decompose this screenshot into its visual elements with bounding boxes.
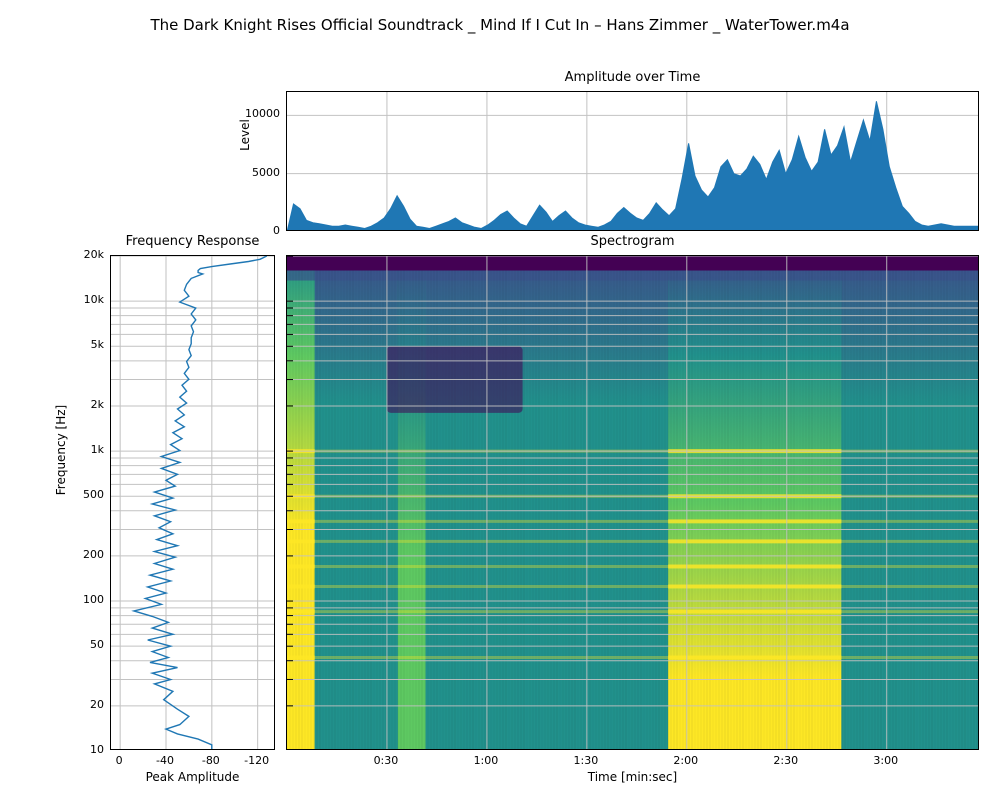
spectrogram-panel bbox=[286, 255, 979, 750]
freq-ytick: 500 bbox=[83, 488, 104, 501]
spectrogram-xlabel: Time [min:sec] bbox=[286, 770, 979, 784]
spectrogram-xtick: 1:30 bbox=[568, 754, 604, 767]
amplitude-ylabel: Level bbox=[238, 75, 252, 195]
freq-ytick: 1k bbox=[91, 443, 104, 456]
freq-ylabel: Frequency [Hz] bbox=[54, 350, 68, 550]
freq-ytick: 20k bbox=[84, 248, 104, 261]
freq-ytick: 10k bbox=[84, 293, 104, 306]
freq-ytick: 20 bbox=[90, 698, 104, 711]
freq-ytick: 10 bbox=[90, 743, 104, 756]
amplitude-title: Amplitude over Time bbox=[286, 70, 979, 85]
freq-ytick: 5k bbox=[91, 338, 104, 351]
spectrogram-title: Spectrogram bbox=[286, 234, 979, 249]
spectrogram-xtick: 0:30 bbox=[368, 754, 404, 767]
freq-xtick: -120 bbox=[242, 754, 272, 767]
freq-ytick: 50 bbox=[90, 638, 104, 651]
amplitude-ytick: 10000 bbox=[245, 107, 280, 120]
figure-root: The Dark Knight Rises Official Soundtrac… bbox=[0, 0, 1000, 800]
freq-ytick: 100 bbox=[83, 593, 104, 606]
amplitude-panel bbox=[286, 91, 979, 231]
amplitude-ytick: 5000 bbox=[252, 166, 280, 179]
freq-panel bbox=[110, 255, 275, 750]
freq-ytick: 2k bbox=[91, 398, 104, 411]
freq-plot bbox=[111, 256, 275, 750]
spectrogram-xtick: 2:30 bbox=[768, 754, 804, 767]
spectrogram-xtick: 3:00 bbox=[868, 754, 904, 767]
spectrogram-plot bbox=[287, 256, 979, 750]
freq-xtick: -80 bbox=[196, 754, 226, 767]
freq-xtick: -40 bbox=[150, 754, 180, 767]
freq-ytick: 200 bbox=[83, 548, 104, 561]
spectrogram-xtick: 1:00 bbox=[468, 754, 504, 767]
freq-xlabel: Peak Amplitude bbox=[110, 770, 275, 784]
spectrogram-xtick: 2:00 bbox=[668, 754, 704, 767]
freq-xtick: 0 bbox=[104, 754, 134, 767]
freq-title: Frequency Response bbox=[90, 234, 295, 249]
amplitude-plot bbox=[287, 92, 979, 231]
suptitle: The Dark Knight Rises Official Soundtrac… bbox=[0, 16, 1000, 34]
